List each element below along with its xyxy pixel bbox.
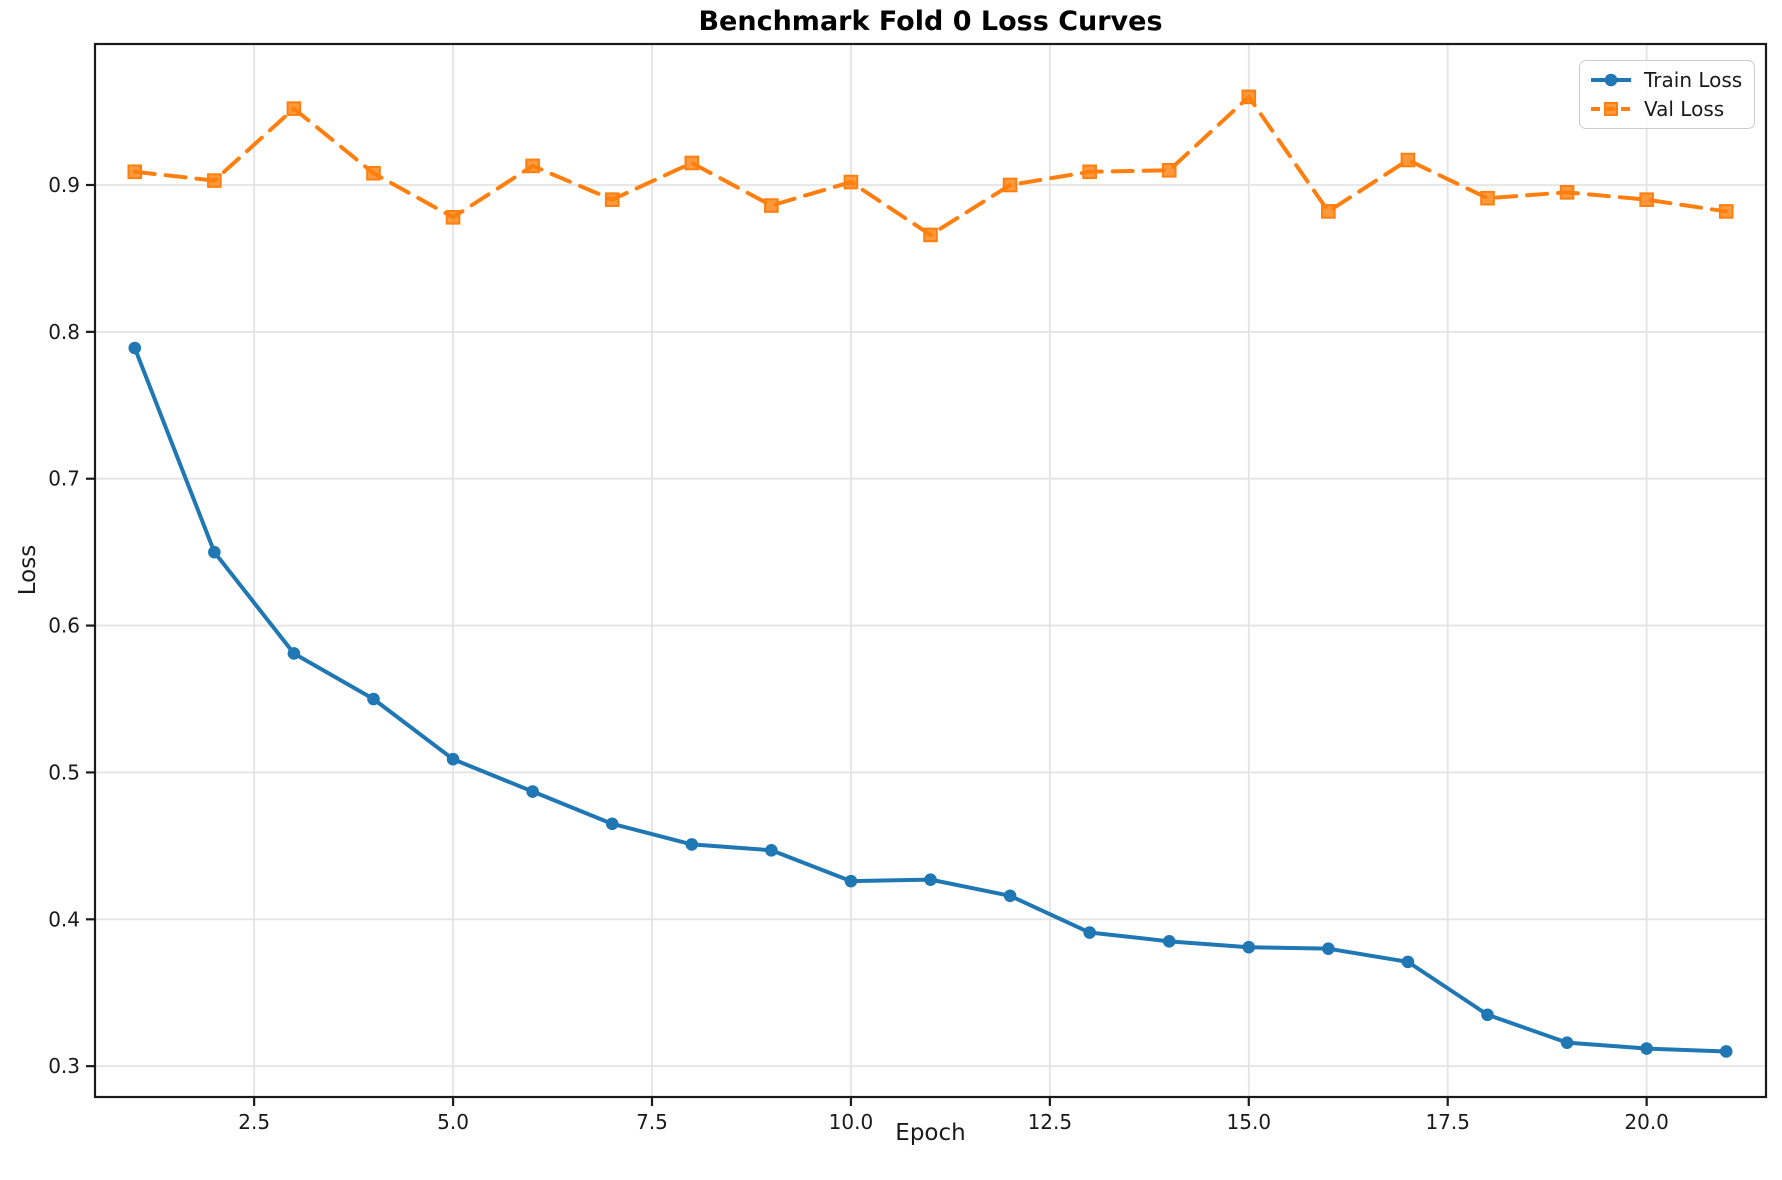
train-loss-marker [1322,942,1335,955]
x-tick-label: 5.0 [437,1110,469,1134]
val-loss-marker [1480,190,1495,206]
val-loss-marker [923,227,938,243]
train-loss-marker [1162,935,1176,948]
train-loss-marker [526,785,539,798]
y-tick-label: 0.9 [48,173,80,197]
val-loss-line [132,94,1729,237]
y-tick-label: 0.8 [48,320,80,344]
val-loss-marker [1400,152,1416,168]
train-loss-marker [844,874,858,888]
train-loss-marker [1719,1045,1733,1058]
train-loss-marker [1083,926,1096,939]
legend-item-val-loss: Val Loss [1588,97,1744,121]
val-loss-marker [366,165,381,181]
y-tick-label: 0.6 [48,614,80,638]
y-axis-label: Loss [15,544,41,596]
train-loss-marker [1640,1042,1653,1055]
y-tick-label: 0.4 [48,907,80,931]
train-loss-marker [1401,955,1415,969]
plot-border [93,42,1768,1099]
x-tick-label: 15.0 [1227,1110,1272,1134]
x-axis-label: Epoch [895,1120,966,1146]
val-loss-marker [604,192,620,207]
val-loss-marker [445,209,461,225]
legend-item-train-loss: Train Loss [1588,68,1744,92]
y-tick-label: 0.7 [48,467,80,491]
y-tick-label: 0.3 [48,1054,80,1078]
val-loss-marker [127,164,143,180]
train-loss-marker [1003,889,1017,903]
train-loss-marker [128,341,142,355]
val-loss-marker [843,174,859,190]
train-loss-marker [1560,1036,1574,1049]
x-tick-label: 20.0 [1624,1110,1669,1134]
train-loss-marker [287,647,301,660]
val-loss-marker [764,198,779,213]
x-tick-label: 12.5 [1028,1110,1073,1134]
train-loss-marker [685,838,699,851]
val-loss-marker [286,101,302,116]
val-loss-marker [1559,185,1575,200]
train-loss-marker [1481,1008,1494,1022]
train-loss-marker [765,843,778,857]
y-tick-label: 0.5 [48,760,80,784]
val-loss-marker [1082,164,1097,180]
val-loss-marker [207,173,222,188]
train-loss-marker [605,817,619,831]
train-loss-marker [446,752,460,766]
chart-title: Benchmark Fold 0 Loss Curves [698,6,1163,37]
legend-label-val-loss: Val Loss [1644,97,1725,121]
val-loss-marker [1002,177,1018,193]
train-loss-marker [1242,940,1256,954]
val-loss-marker [1639,192,1654,207]
train-loss-marker [367,692,380,706]
val-loss-marker [684,155,700,171]
x-tick-label: 2.5 [238,1110,270,1134]
val-loss-marker [1241,89,1257,105]
x-tick-label: 7.5 [636,1110,668,1134]
legend-label-train-loss: Train Loss [1644,68,1743,92]
val-loss-marker [525,158,540,174]
x-tick-label: 17.5 [1425,1110,1470,1134]
val-loss-swatch-icon [1591,102,1631,116]
val-loss-marker [1161,163,1177,178]
legend: Train Loss Val Loss [1579,60,1755,129]
train-loss-marker [208,545,221,559]
train-loss-marker [924,873,937,886]
val-loss-marker [1321,204,1336,219]
val-loss-marker [1718,204,1734,219]
x-tick-label: 10.0 [829,1110,874,1134]
train-loss-swatch-icon [1591,73,1631,87]
